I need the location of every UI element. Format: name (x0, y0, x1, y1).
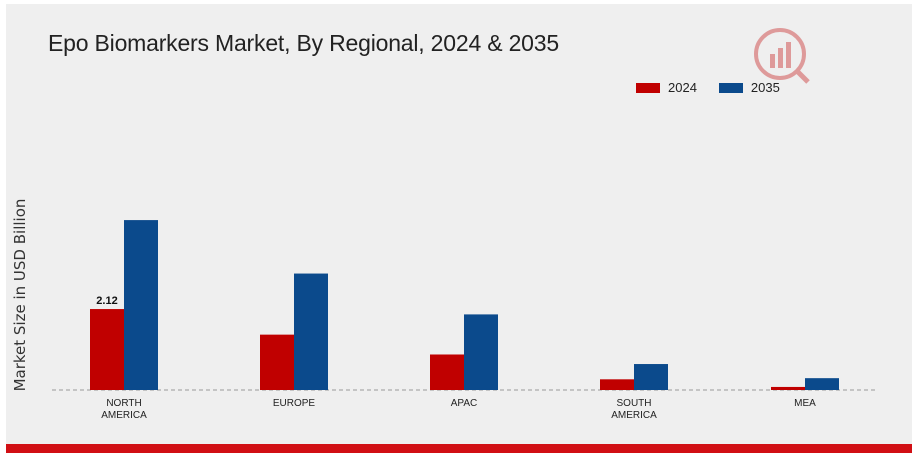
x-tick-label-2: APAC (451, 398, 478, 409)
bar-2035-3 (634, 364, 668, 390)
bar-2024-1 (260, 334, 294, 390)
bar-2035-2 (464, 314, 498, 390)
x-tick-label-3: SOUTH AMERICA (611, 398, 657, 421)
bar-2024-0 (90, 309, 124, 390)
legend-label-2035: 2035 (750, 80, 780, 95)
bar-2024-2 (430, 354, 464, 390)
bar-2035-0 (124, 220, 158, 390)
chart-legend: 2024 2035 (636, 80, 802, 95)
bar-2024-3 (600, 379, 634, 390)
legend-label-2024: 2024 (668, 80, 697, 95)
bar-2035-4 (805, 378, 839, 390)
legend-item-2035: 2035 (718, 80, 780, 95)
x-tick-label-1: EUROPE (273, 398, 316, 409)
footer-bar (6, 444, 912, 453)
legend-item-2024: 2024 (636, 80, 697, 95)
x-tick-label-4: MEA (794, 398, 816, 409)
legend-swatch-2024 (636, 82, 660, 93)
brand-logo-icon (754, 28, 810, 84)
chart-title: Epo Biomarkers Market, By Regional, 2024… (48, 30, 559, 56)
x-tick-label-0: NORTH AMERICA (101, 398, 147, 421)
bar-2024-4 (771, 386, 805, 390)
legend-swatch-2035 (718, 82, 743, 93)
bar-2035-1 (294, 273, 328, 390)
data-label-2024-0: 2.12 (96, 295, 117, 307)
